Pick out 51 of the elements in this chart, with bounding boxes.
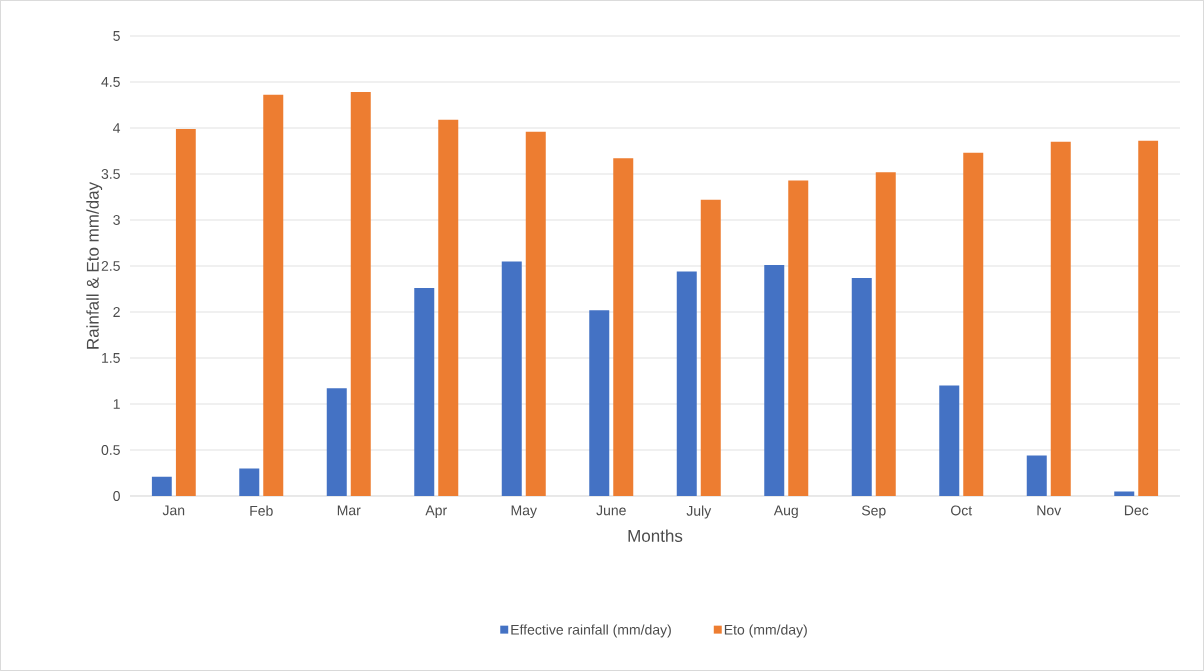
y-tick-label: 2 [113, 307, 120, 317]
bar [151, 476, 172, 496]
bar [326, 388, 347, 496]
bar [851, 277, 872, 496]
x-tick-label: Oct [951, 505, 973, 516]
bar [700, 199, 721, 496]
x-tick-label: June [596, 505, 626, 516]
x-tick-label: Nov [1037, 505, 1062, 516]
x-tick-label: Jan [162, 505, 185, 516]
bar [764, 265, 785, 496]
bar [175, 128, 196, 496]
legend-label: Eto (mm/day) [724, 624, 807, 638]
bar [525, 131, 546, 496]
x-axis-title: Months [628, 529, 683, 542]
x-tick-label: Apr [425, 505, 447, 519]
y-tick-label: 1 [113, 399, 120, 409]
y-tick-label: 0 [113, 491, 120, 501]
bar [263, 94, 284, 496]
x-tick-label: July [686, 505, 712, 519]
x-tick-label: May [511, 505, 537, 519]
y-tick-label: 1.5 [102, 353, 120, 363]
y-axis-title: Rainfall & Eto mm/day [86, 181, 103, 349]
y-tick-label: 0.5 [101, 445, 120, 455]
bar [1026, 455, 1047, 496]
bar [939, 385, 960, 496]
y-tick-label: 5 [113, 31, 120, 41]
bar [438, 119, 459, 496]
bar [613, 158, 634, 496]
y-tick-label: 4.5 [101, 77, 120, 87]
bar [788, 180, 809, 496]
bar [963, 152, 984, 496]
bar [676, 271, 697, 496]
x-tick-label: Feb [250, 505, 273, 516]
bar [350, 92, 371, 496]
bar [414, 288, 435, 496]
bar [239, 468, 260, 496]
x-tick-label: Aug [773, 505, 798, 519]
x-tick-label: Mar [337, 505, 361, 516]
bar [875, 172, 896, 496]
bar [1114, 491, 1135, 496]
y-tick-label: 4 [113, 123, 121, 133]
bar [1050, 141, 1071, 496]
x-tick-label: Dec [1124, 505, 1149, 516]
y-tick-label: 2.5 [101, 261, 120, 271]
y-tick-label: 3 [113, 215, 120, 225]
legend-label: Effective rainfall (mm/day) [511, 624, 671, 638]
x-tick-label: Sep [861, 505, 886, 519]
bar [589, 310, 610, 496]
bar [501, 261, 522, 496]
y-tick-label: 3.5 [101, 169, 120, 179]
bar [1138, 140, 1159, 496]
